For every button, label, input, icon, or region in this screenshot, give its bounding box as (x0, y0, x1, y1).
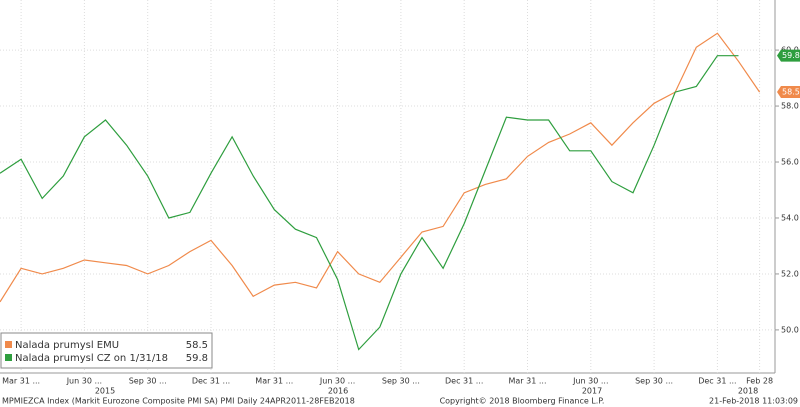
year-label: 2018 (738, 387, 758, 396)
x-tick-label: Jun 30 ... (572, 377, 608, 386)
last-value-tag (777, 49, 800, 62)
legend-value: 59.8 (186, 353, 208, 364)
y-tick-label: 56.0 (781, 158, 799, 167)
footer-right: 21-Feb-2018 11:03:09 (709, 397, 798, 406)
last-value-label: 59.8 (782, 51, 800, 60)
legend-value: 58.5 (186, 340, 208, 351)
x-tick-label: Sep 30 ... (382, 377, 420, 386)
x-tick-label: Dec 31 ... (698, 377, 736, 386)
x-tick-label: Feb 28 (746, 377, 773, 386)
footer-center: Copyright© 2018 Bloomberg Finance L.P. (440, 397, 605, 406)
legend-swatch (5, 354, 12, 361)
legend-label: Nalada prumysl EMU (15, 340, 119, 351)
footer-left: MPMIEZCA Index (Markit Eurozone Composit… (2, 397, 355, 406)
year-label: 2017 (582, 387, 602, 396)
y-tick-label: 54.0 (781, 213, 799, 222)
legend: Nalada prumysl EMU 58.5 Nalada prumysl C… (0, 332, 213, 369)
series-line (0, 32, 761, 303)
x-tick-label: Mar 31 ... (255, 377, 293, 386)
legend-label: Nalada prumysl CZ on 1/31/18 (15, 353, 168, 364)
x-tick-label: Dec 31 ... (192, 377, 230, 386)
last-value-label: 58.5 (782, 88, 800, 97)
x-tick-label: Dec 31 ... (445, 377, 483, 386)
x-tick-label: Jun 30 ... (319, 377, 355, 386)
year-label: 2015 (95, 387, 115, 396)
x-tick-label: Mar 31 ... (2, 377, 40, 386)
year-label: 2016 (328, 387, 348, 396)
y-tick-label: 58.0 (781, 102, 799, 111)
x-tick-label: Sep 30 ... (129, 377, 167, 386)
y-tick-label: 50.0 (781, 325, 799, 334)
series-line (0, 55, 739, 351)
x-tick-label: Sep 30 ... (635, 377, 673, 386)
legend-box (0, 332, 213, 369)
last-value-tag (777, 86, 800, 99)
x-tick-label: Jun 30 ... (66, 377, 102, 386)
x-tick-label: Mar 31 ... (509, 377, 547, 386)
y-tick-label: 52.0 (781, 269, 799, 278)
legend-swatch (5, 341, 12, 348)
